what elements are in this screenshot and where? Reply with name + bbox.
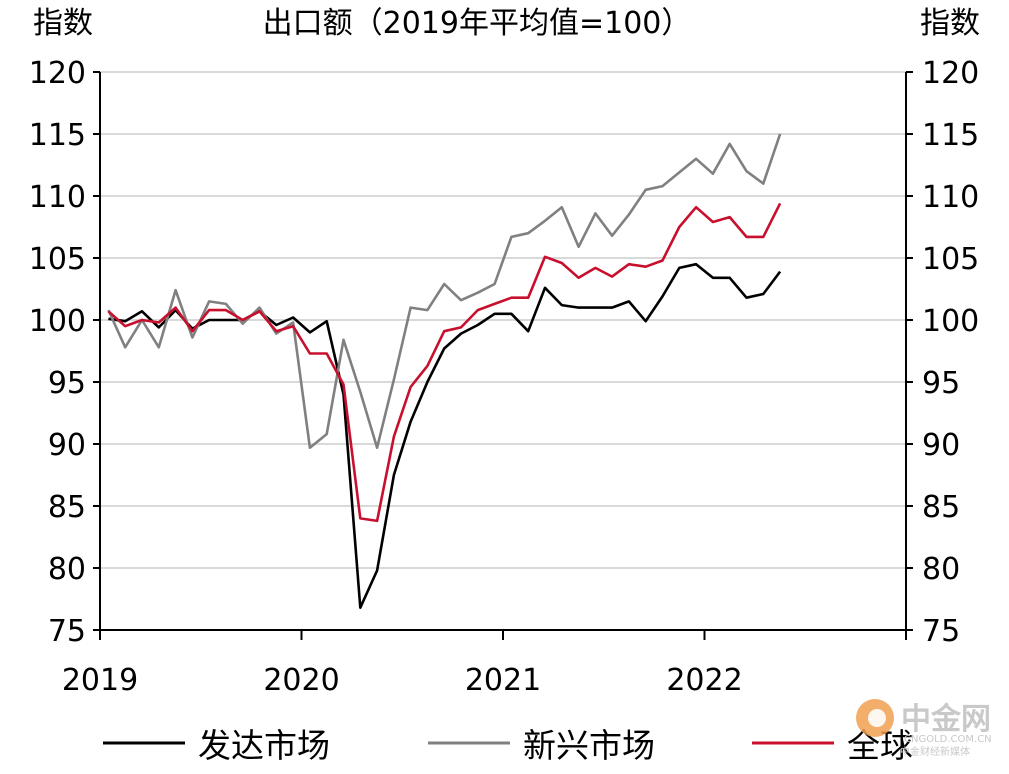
y-tick-label-left: 115	[29, 118, 86, 153]
y-tick-label-left: 90	[48, 428, 86, 463]
legend: 发达市场 新兴市场 全球	[103, 726, 913, 765]
y-tick-label-left: 80	[48, 552, 86, 587]
y-tick-label-right: 105	[922, 242, 979, 277]
x-tick-label: 2020	[263, 663, 339, 698]
y-axis-label-right: 指数	[920, 6, 980, 41]
y-tick-label-right: 90	[922, 428, 960, 463]
y-tick-label-left: 95	[48, 366, 86, 401]
y-axis-label-left: 指数	[33, 6, 93, 41]
y-ticks-right: 75 80 85 90 95 100 105 110 115 120	[906, 56, 979, 649]
y-tick-label-left: 110	[29, 180, 86, 215]
y-tick-label-left: 75	[48, 614, 86, 649]
legend-label-1: 发达市场	[198, 726, 330, 765]
y-tick-label-right: 110	[922, 180, 979, 215]
x-tick-label: 2021	[465, 663, 541, 698]
x-tick-label: 2019	[62, 663, 138, 698]
y-tick-label-right: 85	[922, 490, 960, 525]
watermark-domain: CNGOLD.COM.CN	[904, 734, 992, 745]
watermark: 中金网 CNGOLD.COM.CN 中金财经新媒体	[856, 699, 992, 758]
y-tick-label-right: 95	[922, 366, 960, 401]
y-tick-label-right: 75	[922, 614, 960, 649]
series-line-3	[107, 202, 782, 523]
y-tick-label-left: 105	[29, 242, 86, 277]
series-line-1	[108, 262, 782, 610]
y-tick-label-left: 100	[29, 304, 86, 339]
axes	[99, 72, 907, 631]
series-lines	[107, 133, 782, 610]
watermark-logo-inner-icon	[868, 709, 886, 727]
watermark-name: 中金网	[901, 702, 991, 737]
legend-label-2: 新兴市场	[523, 726, 655, 765]
x-tick-label: 2022	[666, 663, 742, 698]
y-tick-label-right: 120	[922, 56, 979, 91]
watermark-slogan: 中金财经新媒体	[900, 745, 970, 758]
y-tick-label-right: 115	[922, 118, 979, 153]
chart-title: 出口额（2019年平均值=100）	[263, 6, 692, 41]
series-line-2	[107, 133, 782, 450]
y-tick-label-left: 85	[48, 490, 86, 525]
y-tick-label-left: 120	[29, 56, 86, 91]
y-ticks-left: 75 80 85 90 95 100 105 110 115 120	[29, 56, 100, 649]
y-tick-label-right: 100	[922, 304, 979, 339]
y-tick-label-right: 80	[922, 552, 960, 587]
x-ticks: 2019 2020 2021 2022	[62, 630, 907, 698]
